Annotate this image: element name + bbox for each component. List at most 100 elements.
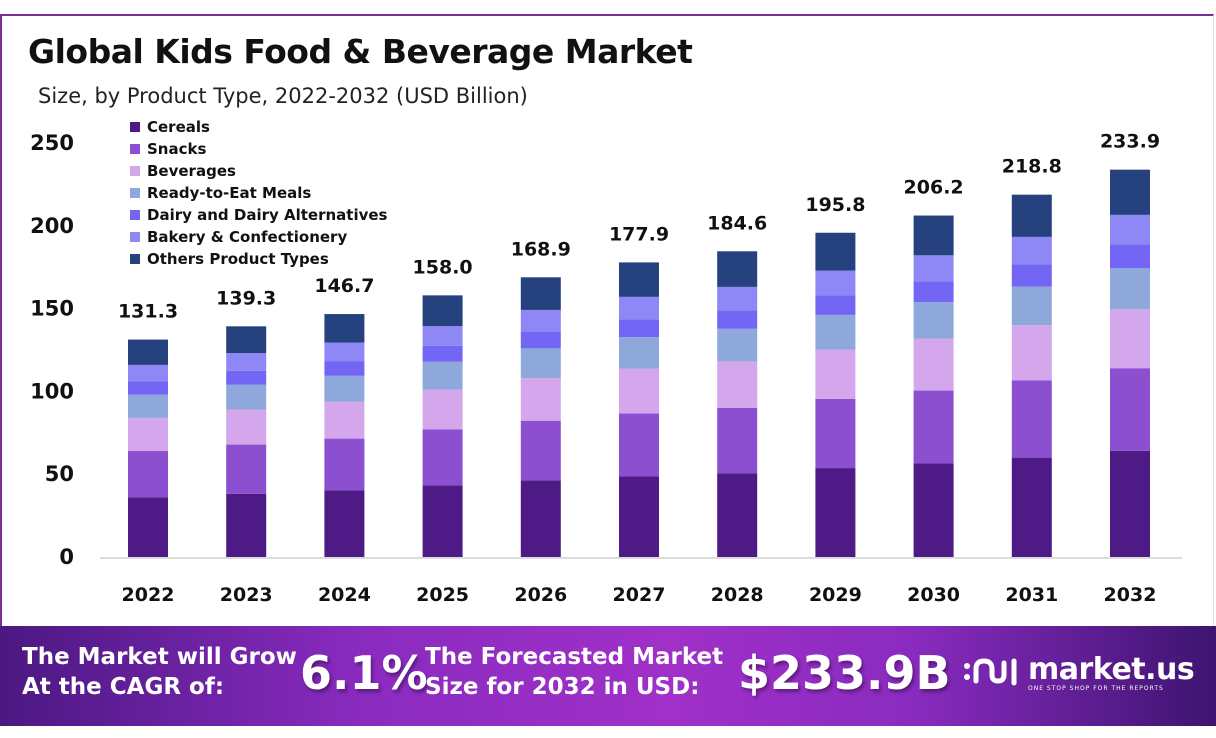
bar-segment-ready-to-eat-meals	[619, 337, 659, 369]
legend-label: Others Product Types	[147, 250, 329, 268]
bar-segment-snacks	[1110, 368, 1150, 451]
bar-segment-cereals	[520, 480, 561, 557]
chart-subtitle: Size, by Product Type, 2022-2032 (USD Bi…	[38, 84, 528, 108]
bar-segment-bakery-confectionery	[619, 296, 659, 320]
bar-total-label: 177.9	[609, 223, 669, 245]
bar-segment-others-product-types	[815, 232, 856, 271]
cagr-value: 6.1%	[300, 646, 428, 700]
bar-total-label: 233.9	[1100, 131, 1160, 153]
bar-segment-cereals	[717, 473, 758, 557]
bar-segment-beverages	[815, 349, 856, 399]
x-tick-label: 2032	[1104, 584, 1157, 606]
bar-segment-dairy-and-dairy-alternatives	[913, 281, 954, 303]
bar-segment-beverages	[1011, 325, 1052, 381]
legend-swatch	[130, 122, 140, 132]
bar-segment-beverages	[324, 401, 365, 439]
legend-item: Beverages	[130, 160, 387, 182]
legend-swatch	[130, 210, 140, 220]
legend-item: Snacks	[130, 138, 387, 160]
x-tick-label: 2031	[1005, 584, 1058, 606]
cagr-label: The Market will Grow At the CAGR of:	[22, 642, 297, 702]
y-tick-label: 200	[30, 214, 74, 238]
bar-segment-ready-to-eat-meals	[520, 348, 561, 379]
brand-logo: market.us ONE STOP SHOP FOR THE REPORTS	[962, 652, 1195, 692]
bar-segment-beverages	[226, 409, 267, 445]
bar-segment-snacks	[1011, 380, 1052, 458]
bar-segment-others-product-types	[226, 326, 267, 354]
legend-item: Ready-to-Eat Meals	[130, 182, 387, 204]
x-tick-label: 2026	[514, 584, 567, 606]
y-tick-label: 0	[59, 545, 74, 569]
bar-segment-cereals	[815, 468, 856, 557]
forecast-label-line2: Size for 2032 in USD:	[425, 674, 700, 700]
bar-segment-snacks	[226, 444, 267, 494]
y-tick-label: 150	[30, 297, 74, 321]
bar-segment-dairy-and-dairy-alternatives	[422, 345, 463, 362]
bar-segment-dairy-and-dairy-alternatives	[324, 361, 365, 376]
bar-segment-ready-to-eat-meals	[1110, 268, 1150, 310]
bar-segment-ready-to-eat-meals	[422, 361, 463, 390]
bar-segment-dairy-and-dairy-alternatives	[815, 295, 856, 315]
legend-item: Bakery & Confectionery	[130, 226, 387, 248]
bar-segment-snacks	[422, 429, 463, 486]
y-tick-label: 100	[30, 379, 74, 403]
bar-total-label: 158.0	[413, 256, 473, 278]
bar-segment-ready-to-eat-meals	[324, 375, 365, 402]
bar-segment-bakery-confectionery	[717, 286, 758, 311]
bar-segment-bakery-confectionery	[226, 353, 267, 371]
bar-segment-cereals	[226, 493, 267, 557]
bar-segment-others-product-types	[422, 295, 463, 326]
bar-segment-beverages	[619, 368, 659, 414]
chart-title: Global Kids Food & Beverage Market	[28, 32, 693, 71]
legend-item: Cereals	[130, 116, 387, 138]
bar-segment-snacks	[717, 407, 758, 474]
stacked-bar-chart: 0 50 100 150 200 250 131.3 2022 139.3 2023 146.7 20…	[30, 131, 1182, 606]
bar-segment-dairy-and-dairy-alternatives	[717, 310, 758, 329]
y-tick-label: 250	[30, 131, 74, 155]
cagr-label-line2: At the CAGR of:	[22, 674, 225, 700]
bar-segment-cereals	[324, 490, 365, 557]
bar-segment-others-product-types	[128, 339, 168, 365]
bar-segment-beverages	[1110, 309, 1150, 369]
bar-segment-dairy-and-dairy-alternatives	[1011, 264, 1052, 287]
bar-segment-others-product-types	[1110, 169, 1150, 215]
legend-swatch	[130, 232, 140, 242]
legend-swatch	[130, 166, 140, 176]
bar-total-label: 131.3	[118, 301, 178, 323]
x-tick-label: 2024	[318, 584, 371, 606]
bar-segment-cereals	[913, 463, 954, 557]
market-us-logo-icon	[964, 658, 1017, 686]
x-tick-label: 2028	[711, 584, 764, 606]
bar-segment-ready-to-eat-meals	[128, 394, 168, 418]
legend-swatch	[130, 144, 140, 154]
forecast-label-line1: The Forecasted Market	[425, 644, 724, 670]
bar-segment-dairy-and-dairy-alternatives	[128, 381, 168, 395]
bar-segment-bakery-confectionery	[128, 364, 168, 382]
bar-segment-dairy-and-dairy-alternatives	[520, 331, 561, 349]
forecast-label: The Forecasted Market Size for 2032 in U…	[425, 642, 723, 702]
bar-segment-snacks	[520, 420, 561, 481]
bar-segment-dairy-and-dairy-alternatives	[226, 370, 267, 385]
bar-segment-snacks	[324, 438, 365, 491]
legend-label: Cereals	[147, 118, 210, 136]
bar-segment-beverages	[422, 389, 463, 430]
legend-swatch	[130, 254, 140, 264]
bar-segment-ready-to-eat-meals	[913, 302, 954, 339]
bar-segment-beverages	[717, 361, 758, 408]
bar-segment-snacks	[128, 451, 168, 498]
x-tick-label: 2023	[220, 584, 273, 606]
bar-segment-others-product-types	[619, 262, 659, 297]
bar-total-label: 146.7	[314, 275, 374, 297]
bar-segment-bakery-confectionery	[815, 270, 856, 296]
bar-segment-cereals	[1011, 457, 1052, 557]
legend-label: Bakery & Confectionery	[147, 228, 348, 246]
x-tick-label: 2027	[613, 584, 666, 606]
legend-label: Ready-to-Eat Meals	[147, 184, 312, 202]
bar-total-label: 195.8	[805, 194, 865, 216]
bar-segment-beverages	[913, 338, 954, 391]
bar-segment-bakery-confectionery	[324, 342, 365, 362]
bar-segment-dairy-and-dairy-alternatives	[619, 319, 659, 338]
legend-label: Beverages	[147, 162, 236, 180]
bar-segment-beverages	[128, 417, 168, 452]
forecast-value: $233.9B	[738, 646, 951, 700]
